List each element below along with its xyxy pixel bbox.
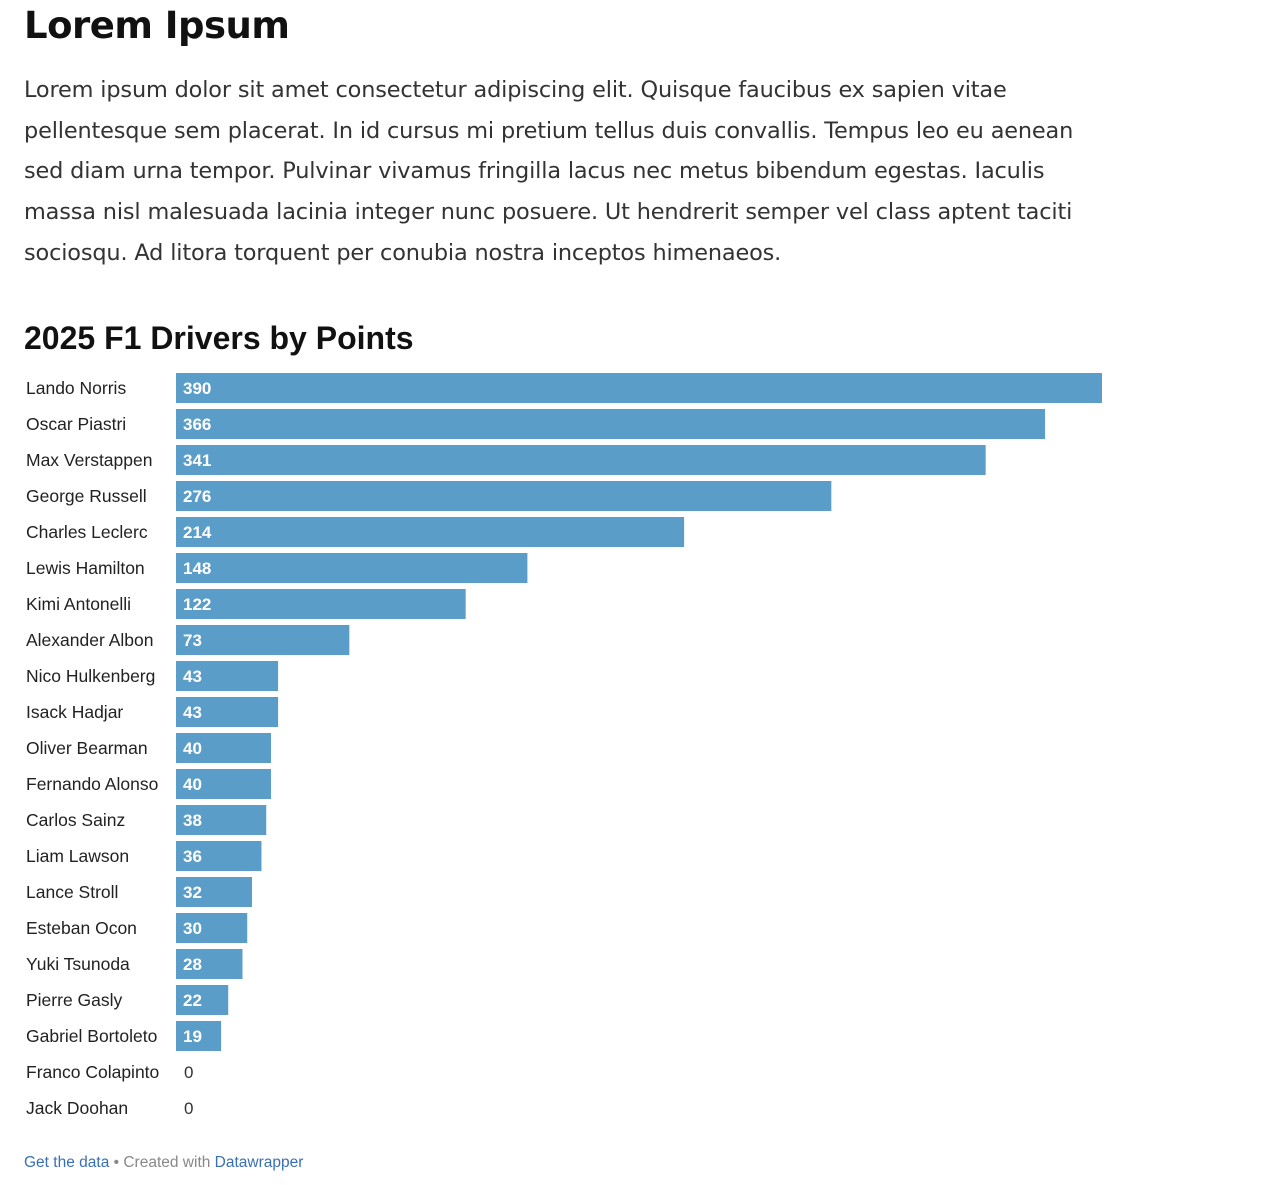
driver-label: Charles Leclerc (26, 522, 148, 542)
driver-label: Jack Doohan (26, 1098, 128, 1118)
driver-label: Lando Norris (26, 378, 126, 398)
driver-label: Yuki Tsunoda (26, 954, 130, 974)
driver-label: Max Verstappen (26, 450, 152, 470)
bar (176, 949, 243, 979)
bar-chart: Lando Norris 390 Oscar Piastri 366 Max Verst… (26, 373, 1102, 1118)
bar-value-label: 36 (183, 847, 202, 866)
bar (176, 517, 685, 547)
bar-value-label: 30 (183, 919, 202, 938)
driver-label: Alexander Albon (26, 630, 153, 650)
driver-label: Kimi Antonelli (26, 594, 131, 614)
bar-value-label: 122 (183, 595, 211, 614)
bar-value-label: 366 (183, 415, 211, 434)
datawrapper-link[interactable]: Datawrapper (214, 1154, 304, 1171)
bar-value-label: 276 (183, 487, 211, 506)
bar (176, 373, 1102, 403)
bar-value-label: 28 (183, 955, 202, 974)
driver-label: Pierre Gasly (26, 990, 123, 1010)
bar (176, 481, 832, 511)
driver-label: Carlos Sainz (26, 810, 125, 830)
bar-value-label: 341 (183, 451, 211, 470)
bar-value-label: 40 (183, 739, 202, 758)
bar (176, 841, 262, 871)
bar (176, 985, 229, 1015)
bar (176, 769, 271, 799)
chart-footer: Get the data • Created with Datawrapper (24, 1154, 303, 1172)
driver-label: Oscar Piastri (26, 414, 126, 434)
driver-label: Lance Stroll (26, 882, 118, 902)
bar (176, 697, 279, 727)
bar-value-label: 22 (183, 991, 202, 1010)
bar (176, 661, 279, 691)
bar-value-label: 43 (183, 703, 202, 722)
driver-label: George Russell (26, 486, 147, 506)
bar-value-label: 148 (183, 559, 211, 578)
bar (176, 913, 248, 943)
bar-value-label: 0 (184, 1099, 193, 1118)
driver-label: Liam Lawson (26, 846, 129, 866)
bar (176, 877, 252, 907)
bar (176, 409, 1046, 439)
bar-value-label: 214 (183, 523, 212, 542)
driver-label: Nico Hulkenberg (26, 666, 155, 686)
bar-value-label: 32 (183, 883, 202, 902)
driver-label: Lewis Hamilton (26, 558, 145, 578)
driver-label: Oliver Bearman (26, 738, 148, 758)
bar (176, 553, 528, 583)
get-data-link[interactable]: Get the data (24, 1154, 110, 1171)
footer-separator: • Created with (109, 1154, 215, 1171)
bar-value-label: 0 (184, 1063, 193, 1082)
bar (176, 805, 267, 835)
bar-value-label: 19 (183, 1027, 202, 1046)
bar (176, 589, 466, 619)
bar-value-label: 38 (183, 811, 202, 830)
bar-value-label: 40 (183, 775, 202, 794)
bar-value-label: 73 (183, 631, 202, 650)
bar-value-label: 43 (183, 667, 202, 686)
intro-paragraph: Lorem ipsum dolor sit amet consectetur a… (24, 77, 1074, 266)
driver-label: Esteban Ocon (26, 918, 137, 938)
bar-value-label: 390 (183, 379, 211, 398)
page-title: Lorem Ipsum (24, 4, 290, 47)
driver-label: Fernando Alonso (26, 774, 158, 794)
bar (176, 445, 986, 475)
bar (176, 625, 350, 655)
driver-label: Gabriel Bortoleto (26, 1026, 157, 1046)
bar (176, 733, 271, 763)
bar (176, 1021, 222, 1051)
chart-title: 2025 F1 Drivers by Points (24, 320, 414, 356)
driver-label: Isack Hadjar (26, 702, 123, 722)
driver-label: Franco Colapinto (26, 1062, 159, 1082)
